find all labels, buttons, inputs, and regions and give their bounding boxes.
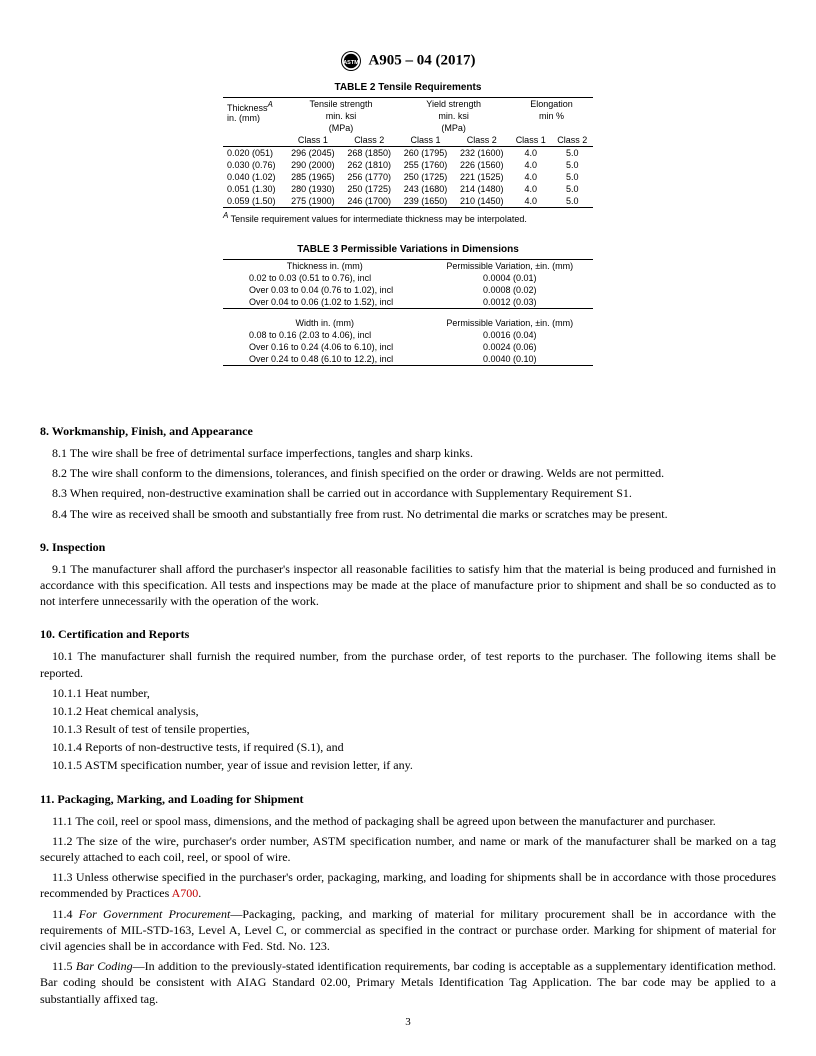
sec8-p3: 8.3 When required, non-destructive exami… — [40, 485, 776, 501]
table2-title: TABLE 2 Tensile Requirements — [40, 82, 776, 93]
sec11-title: 11. Packaging, Marking, and Loading for … — [40, 792, 776, 807]
table-row: 0.059 (1.50)275 (1900)246 (1700)239 (165… — [223, 195, 593, 208]
page-number: 3 — [0, 1016, 816, 1028]
table2: ThicknessAin. (mm) Tensile strength Yiel… — [223, 97, 593, 208]
sec11-p5: 11.5 Bar Coding—In addition to the previ… — [40, 958, 776, 1007]
table-row: Over 0.03 to 0.04 (0.76 to 1.02), incl0.… — [223, 284, 593, 296]
svg-text:ASTM: ASTM — [344, 60, 360, 66]
sec10-title: 10. Certification and Reports — [40, 627, 776, 642]
astm-logo-icon: ASTM — [340, 50, 362, 72]
table3-title: TABLE 3 Permissible Variations in Dimens… — [40, 244, 776, 255]
table-row: Over 0.04 to 0.06 (1.02 to 1.52), incl0.… — [223, 296, 593, 309]
sec9-p1: 9.1 The manufacturer shall afford the pu… — [40, 561, 776, 610]
sec8-title: 8. Workmanship, Finish, and Appearance — [40, 424, 776, 439]
sec10-s1: 10.1.1 Heat number, — [40, 685, 776, 701]
table-row: 0.051 (1.30)280 (1930)250 (1725)243 (168… — [223, 183, 593, 195]
sec10-s3: 10.1.3 Result of test of tensile propert… — [40, 721, 776, 737]
table-row: Over 0.24 to 0.48 (6.10 to 12.2), incl0.… — [223, 353, 593, 366]
page-header: ASTM A905 – 04 (2017) — [40, 50, 776, 72]
table-row: 0.040 (1.02)285 (1965)256 (1770)250 (172… — [223, 171, 593, 183]
sec11-p4: 11.4 For Government Procurement—Packagin… — [40, 906, 776, 955]
designation: A905 – 04 (2017) — [368, 52, 475, 68]
table-row: 0.030 (0.76)290 (2000)262 (1810)255 (176… — [223, 159, 593, 171]
sec10-p1: 10.1 The manufacturer shall furnish the … — [40, 648, 776, 680]
link-a700[interactable]: A700 — [172, 886, 199, 900]
sec11-p1: 11.1 The coil, reel or spool mass, dimen… — [40, 813, 776, 829]
table-row: 0.020 (051)296 (2045)268 (1850)260 (1795… — [223, 147, 593, 160]
sec11-p2: 11.2 The size of the wire, purchaser's o… — [40, 833, 776, 865]
sec9-title: 9. Inspection — [40, 540, 776, 555]
table2-footnote: A Tensile requirement values for interme… — [223, 211, 593, 224]
sec10-s2: 10.1.2 Heat chemical analysis, — [40, 703, 776, 719]
sec8-p1: 8.1 The wire shall be free of detrimenta… — [40, 445, 776, 461]
table-row: 0.08 to 0.16 (2.03 to 4.06), incl0.0016 … — [223, 329, 593, 341]
table-row: Over 0.16 to 0.24 (4.06 to 6.10), incl0.… — [223, 341, 593, 353]
sec8-p2: 8.2 The wire shall conform to the dimens… — [40, 465, 776, 481]
sec10-s5: 10.1.5 ASTM specification number, year o… — [40, 757, 776, 773]
sec8-p4: 8.4 The wire as received shall be smooth… — [40, 506, 776, 522]
sec11-p3: 11.3 Unless otherwise specified in the p… — [40, 869, 776, 901]
table3: Thickness in. (mm)Permissible Variation,… — [223, 259, 593, 366]
table-row: 0.02 to 0.03 (0.51 to 0.76), incl0.0004 … — [223, 272, 593, 284]
sec10-s4: 10.1.4 Reports of non-destructive tests,… — [40, 739, 776, 755]
